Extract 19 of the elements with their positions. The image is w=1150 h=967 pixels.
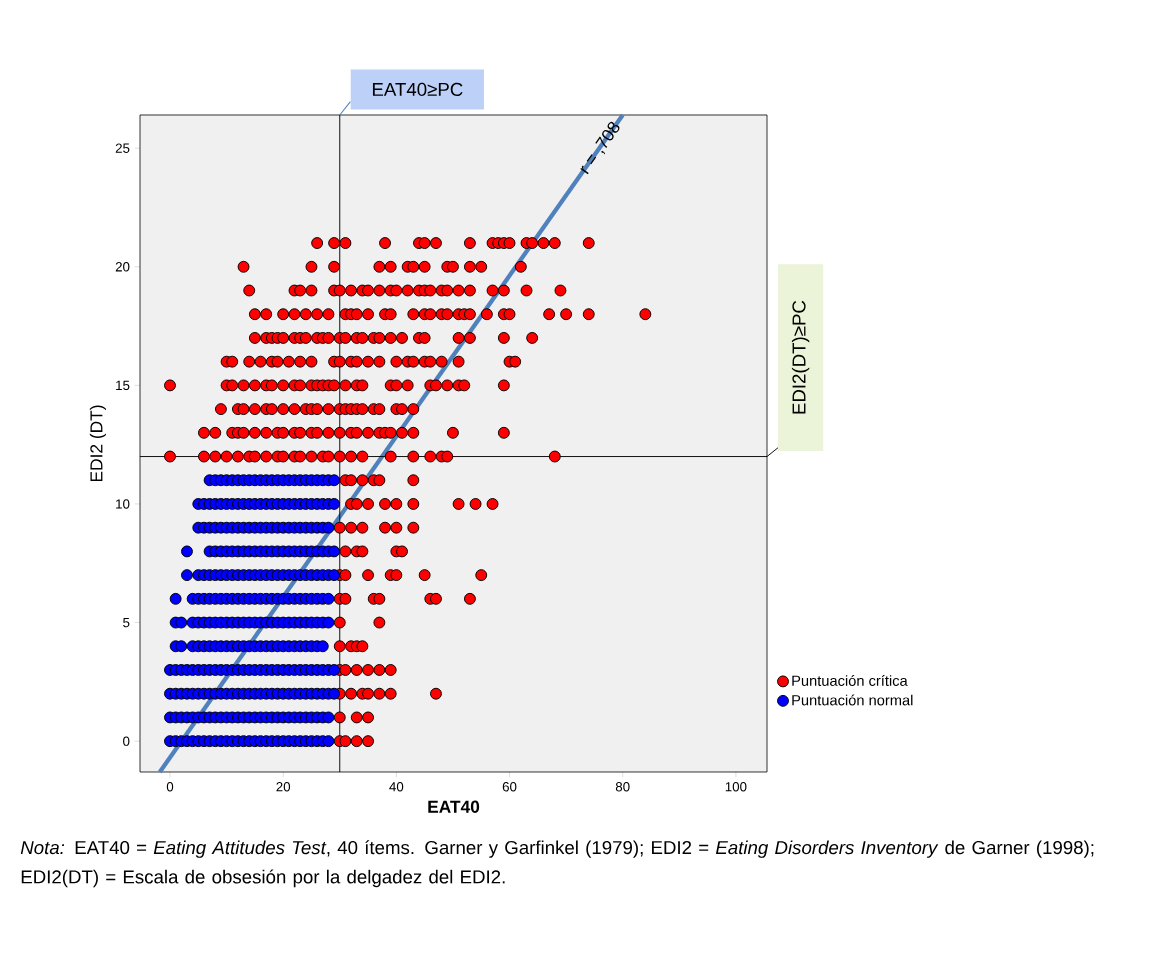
x-tick-label: 20 <box>276 782 291 792</box>
y-tick-label: 5 <box>123 617 130 628</box>
y-tick-label: 15 <box>116 380 130 391</box>
ref-line-label: EDI2(DT)≥PC <box>791 300 810 414</box>
x-tick-label: 0 <box>166 782 174 792</box>
y-tick-label: 20 <box>115 262 130 272</box>
y-axis-title: EDI2 (DT) <box>89 405 106 482</box>
x-axis-title: EAT40 <box>428 800 480 813</box>
x-tick-label: 40 <box>389 782 404 792</box>
legend-label: Puntuación crítica <box>792 675 908 686</box>
y-tick-label: 25 <box>115 143 130 153</box>
x-tick-label: 80 <box>615 782 630 792</box>
text: Nota: EAT40 = Eating Attitudes Test, 40 ítems. Garner y Garfinkel (1979); EDI2 = Eating Disorders Inventory de Garner (1998); EDI2(DT) = Escala de obsesión por la delgadez del EDI2. <box>20 840 1094 888</box>
y-tick-label: 10 <box>116 499 130 509</box>
y-tick-label: 0 <box>123 736 130 746</box>
ref-line-label: EAT40≥PC <box>372 82 463 96</box>
x-tick-label: 100 <box>725 782 747 792</box>
legend-label: Puntuación normal <box>792 694 913 706</box>
x-tick-label: 60 <box>502 782 517 792</box>
